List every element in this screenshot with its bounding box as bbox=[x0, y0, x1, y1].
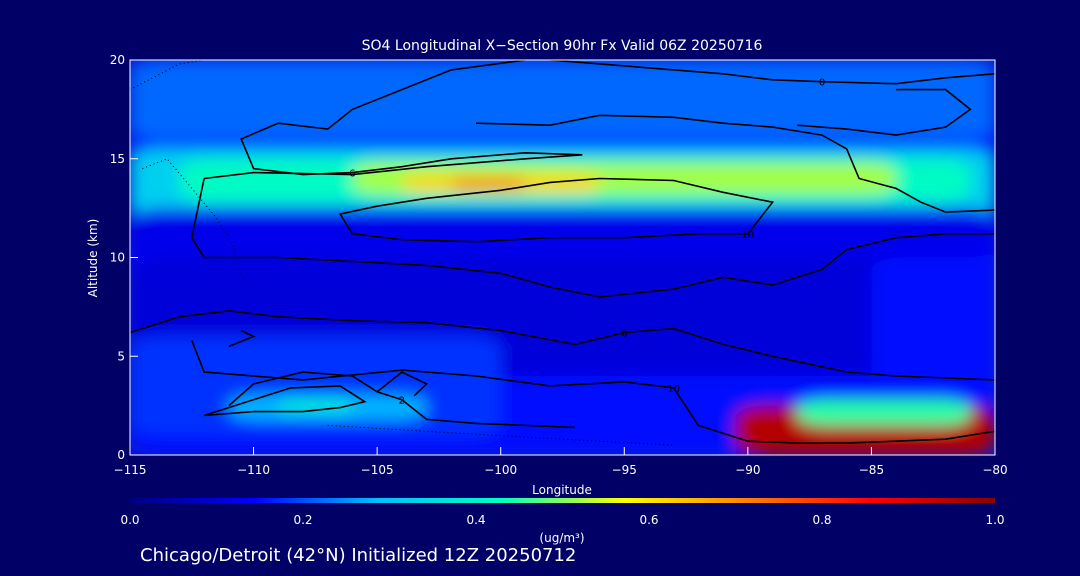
x-axis-label: Longitude bbox=[532, 483, 592, 497]
x-tick-label-3: −100 bbox=[484, 463, 517, 477]
colorbar-tick-label-5: 1.0 bbox=[985, 513, 1004, 527]
contour-line-3 bbox=[203, 385, 367, 417]
contour-line-0 bbox=[191, 340, 995, 444]
contour-label-7: 6 bbox=[349, 169, 355, 180]
field-patch-7 bbox=[130, 208, 995, 258]
colorbar-tick-label-1: 0.2 bbox=[293, 513, 312, 527]
contour-line-8 bbox=[190, 178, 995, 298]
contour-line-9 bbox=[550, 60, 995, 85]
field-patch-12 bbox=[871, 257, 995, 396]
y-axis-label: Altitude (km) bbox=[86, 219, 100, 298]
field-patch-1 bbox=[130, 60, 995, 139]
x-tick-label-5: −90 bbox=[735, 463, 760, 477]
colorbar-tick-label-0: 0.0 bbox=[120, 513, 139, 527]
contour-labels: 10 6 2 10 6 0 bbox=[349, 78, 825, 407]
x-tick-label-2: −105 bbox=[361, 463, 394, 477]
x-tick-label-0: −115 bbox=[114, 463, 147, 477]
contour-line-10 bbox=[475, 114, 995, 213]
contour-line-11 bbox=[797, 88, 972, 136]
footer-caption: Chicago/Detroit (42°N) Initialized 12Z 2… bbox=[140, 545, 576, 566]
y-tick-label-1: 5 bbox=[117, 349, 125, 363]
field-patch-14 bbox=[797, 399, 971, 426]
contour-line-1 bbox=[130, 309, 995, 381]
contour-label-1: 6 bbox=[621, 329, 627, 340]
contour-label-2: 2 bbox=[399, 396, 405, 407]
colorbar-tick-label-3: 0.6 bbox=[639, 513, 658, 527]
y-tick-label-2: 10 bbox=[110, 251, 125, 265]
contour-line-13 bbox=[142, 158, 242, 278]
colorbar-ticks: 0.0 0.2 0.4 0.6 0.8 1.0 bbox=[120, 513, 1004, 527]
contour-label-9: 0 bbox=[819, 78, 825, 89]
colorbar-tick-label-2: 0.4 bbox=[466, 513, 485, 527]
x-tick-label-4: −95 bbox=[612, 463, 637, 477]
y-tick-label-0: 0 bbox=[117, 448, 125, 462]
plot-area: 10 6 2 10 6 0 bbox=[129, 59, 996, 456]
contour-label-0: 10 bbox=[667, 384, 680, 395]
concentration-field bbox=[130, 60, 995, 455]
contour-line-7 bbox=[204, 60, 583, 180]
chart-title: SO4 Longitudinal X−Section 90hr Fx Valid… bbox=[362, 38, 763, 54]
x-tick-label-7: −80 bbox=[982, 463, 1007, 477]
y-tick-label-4: 20 bbox=[110, 53, 125, 67]
contour-line-6 bbox=[338, 177, 775, 243]
colorbar-unit-label: (ug/m³) bbox=[539, 531, 584, 545]
x-tick-label-1: −110 bbox=[237, 463, 270, 477]
colorbar-gradient bbox=[130, 498, 995, 503]
contour-line-12 bbox=[130, 60, 205, 91]
field-patch-6 bbox=[451, 178, 526, 191]
contour-line-4 bbox=[376, 371, 428, 397]
contour-line-2 bbox=[228, 371, 575, 429]
colorbar-tick-label-4: 0.8 bbox=[812, 513, 831, 527]
y-tick-label-3: 15 bbox=[110, 152, 125, 166]
contour-lines bbox=[130, 60, 995, 446]
x-axis: −115 −110 −105 −100 −95 −90 −85 −80 bbox=[114, 447, 1008, 477]
colorbar: 0.0 0.2 0.4 0.6 0.8 1.0 (ug/m³) bbox=[120, 498, 1005, 545]
y-axis: 0 5 10 15 20 bbox=[110, 53, 138, 462]
contour-line-5 bbox=[228, 329, 256, 348]
contour-label-6: 10 bbox=[741, 230, 754, 241]
x-tick-label-6: −85 bbox=[859, 463, 884, 477]
